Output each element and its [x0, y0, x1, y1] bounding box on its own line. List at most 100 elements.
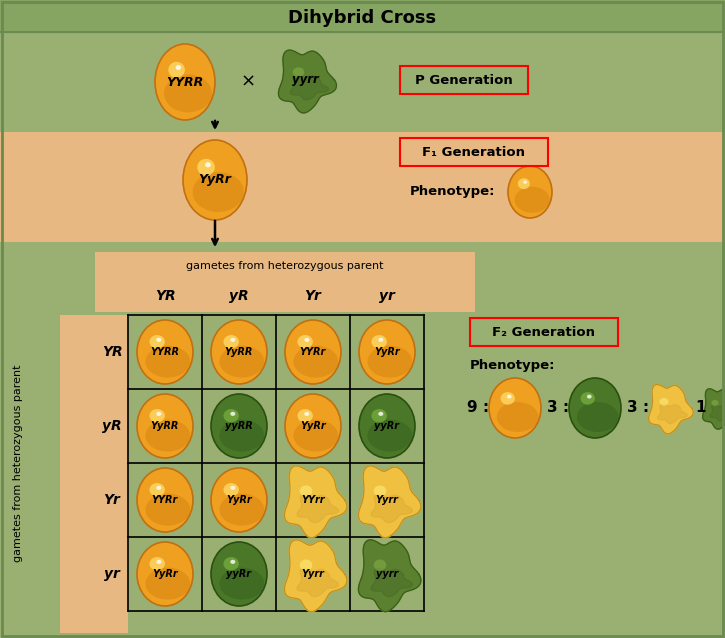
Ellipse shape	[581, 392, 595, 404]
Text: yyrr: yyrr	[291, 73, 318, 87]
Ellipse shape	[523, 181, 527, 184]
Ellipse shape	[220, 346, 264, 378]
Text: yR: yR	[102, 419, 122, 433]
Ellipse shape	[220, 494, 264, 526]
Ellipse shape	[137, 542, 193, 606]
Text: 9 :: 9 :	[467, 401, 489, 415]
Polygon shape	[358, 466, 421, 538]
Ellipse shape	[231, 560, 236, 564]
Ellipse shape	[149, 483, 165, 496]
Ellipse shape	[515, 187, 550, 213]
Text: 1: 1	[695, 401, 705, 415]
Text: YYRr: YYRr	[152, 495, 178, 505]
Bar	[0, 32, 725, 132]
Text: YYRR: YYRR	[151, 347, 180, 357]
Text: yr: yr	[379, 289, 395, 303]
Ellipse shape	[294, 420, 338, 452]
Ellipse shape	[149, 335, 165, 348]
Text: gametes from heterozygous parent: gametes from heterozygous parent	[13, 364, 23, 561]
Ellipse shape	[285, 394, 341, 458]
Text: Phenotype:: Phenotype:	[410, 186, 495, 198]
Ellipse shape	[285, 320, 341, 384]
Ellipse shape	[223, 335, 239, 348]
Ellipse shape	[211, 394, 267, 458]
FancyBboxPatch shape	[470, 318, 618, 346]
Text: yyRR: yyRR	[225, 421, 253, 431]
Text: YR: YR	[154, 289, 175, 303]
Text: yR: yR	[229, 289, 249, 303]
Text: 3 :: 3 :	[627, 401, 649, 415]
FancyBboxPatch shape	[400, 138, 548, 166]
Ellipse shape	[197, 159, 215, 175]
Text: F₂ Generation: F₂ Generation	[492, 325, 595, 339]
Text: 3 :: 3 :	[547, 401, 569, 415]
Ellipse shape	[373, 560, 386, 570]
Text: YYRr: YYRr	[300, 347, 326, 357]
Ellipse shape	[587, 395, 592, 399]
Ellipse shape	[231, 338, 236, 342]
Ellipse shape	[168, 62, 185, 78]
Ellipse shape	[660, 398, 668, 406]
Polygon shape	[284, 540, 347, 612]
Ellipse shape	[193, 172, 244, 212]
Ellipse shape	[518, 178, 530, 189]
Text: YyRr: YyRr	[300, 421, 326, 431]
Polygon shape	[658, 404, 687, 424]
Ellipse shape	[146, 568, 190, 600]
Polygon shape	[703, 389, 725, 429]
Ellipse shape	[368, 420, 413, 452]
Ellipse shape	[489, 378, 541, 438]
FancyBboxPatch shape	[400, 66, 528, 94]
Polygon shape	[297, 494, 339, 523]
Text: yr: yr	[104, 567, 120, 581]
Ellipse shape	[368, 346, 413, 378]
Ellipse shape	[175, 65, 181, 70]
Text: gametes from heterozygous parent: gametes from heterozygous parent	[186, 261, 384, 271]
Ellipse shape	[359, 394, 415, 458]
Ellipse shape	[373, 486, 386, 496]
Ellipse shape	[711, 400, 718, 406]
Polygon shape	[649, 385, 693, 434]
Text: Dihybrid Cross: Dihybrid Cross	[288, 9, 436, 27]
Ellipse shape	[223, 483, 239, 496]
Ellipse shape	[297, 335, 313, 348]
Ellipse shape	[371, 409, 387, 422]
Ellipse shape	[507, 395, 512, 399]
Ellipse shape	[211, 468, 267, 532]
Ellipse shape	[223, 409, 239, 422]
Ellipse shape	[149, 557, 165, 570]
Ellipse shape	[146, 346, 190, 378]
Polygon shape	[710, 405, 725, 421]
Ellipse shape	[157, 560, 162, 564]
Ellipse shape	[155, 44, 215, 120]
Text: yyrr: yyrr	[376, 569, 398, 579]
Ellipse shape	[299, 560, 312, 570]
Polygon shape	[284, 466, 347, 538]
Ellipse shape	[211, 542, 267, 606]
Ellipse shape	[508, 166, 552, 218]
Text: YyRR: YyRR	[151, 421, 179, 431]
Ellipse shape	[378, 338, 384, 342]
Text: P Generation: P Generation	[415, 73, 513, 87]
Ellipse shape	[231, 486, 236, 490]
Ellipse shape	[149, 409, 165, 422]
Ellipse shape	[304, 338, 310, 342]
Bar	[95, 252, 475, 312]
Ellipse shape	[220, 420, 264, 452]
Ellipse shape	[500, 392, 515, 404]
Polygon shape	[290, 75, 328, 100]
Polygon shape	[358, 540, 421, 612]
Ellipse shape	[146, 494, 190, 526]
Text: yyRr: yyRr	[375, 421, 399, 431]
Ellipse shape	[223, 557, 239, 570]
Text: YYrr: YYrr	[302, 495, 325, 505]
Ellipse shape	[304, 412, 310, 416]
Ellipse shape	[378, 412, 384, 416]
Ellipse shape	[211, 320, 267, 384]
Text: YyRr: YyRr	[199, 174, 231, 186]
Ellipse shape	[231, 412, 236, 416]
Text: YyRr: YyRr	[374, 347, 399, 357]
Polygon shape	[278, 50, 336, 113]
Ellipse shape	[293, 67, 304, 77]
Text: Yr: Yr	[104, 493, 120, 507]
